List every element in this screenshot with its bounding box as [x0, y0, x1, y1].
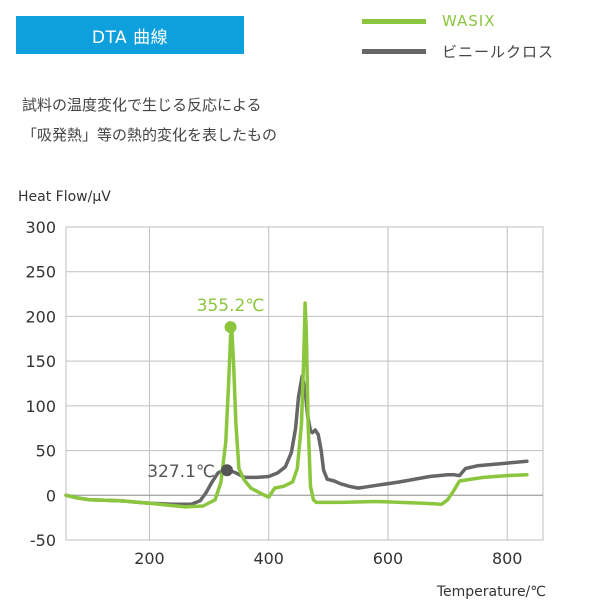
legend-swatch-wasix — [362, 18, 426, 24]
description: 試料の温度変化で生じる反応による 「吸発熱」等の熱的変化を表したもの — [22, 90, 277, 150]
description-line-2: 「吸発熱」等の熱的変化を表したもの — [22, 126, 278, 144]
y-tick-label: 100 — [25, 397, 56, 416]
peak-label: 355.2℃ — [197, 296, 265, 316]
description-line-1: 試料の温度変化で生じる反応による — [22, 96, 262, 114]
peak-marker — [220, 464, 233, 477]
plot-frame — [65, 226, 544, 541]
x-tick-label: 400 — [253, 549, 284, 568]
x-axis-title: Temperature/℃ — [436, 584, 546, 600]
x-tick-label: 800 — [492, 549, 523, 568]
y-tick-label: 0 — [46, 486, 56, 505]
x-tick-label: 200 — [134, 549, 165, 568]
legend-label-vinyl: ビニールクロス — [442, 42, 555, 61]
y-tick-label: -50 — [30, 531, 56, 550]
legend-item-wasix: WASIX — [362, 6, 554, 36]
y-axis-title: Heat Flow/μV — [18, 189, 111, 205]
x-tick-label: 600 — [373, 549, 404, 568]
y-tick-label: 300 — [25, 218, 56, 237]
peak-label: 327.1℃ — [147, 462, 215, 482]
y-tick-label: 50 — [36, 442, 56, 461]
legend-swatch-vinyl — [362, 48, 426, 54]
y-tick-label: 250 — [25, 263, 56, 282]
chart-title: DTA 曲線 — [16, 16, 244, 54]
peak-marker — [224, 321, 237, 334]
legend-item-vinyl: ビニールクロス — [362, 36, 554, 66]
legend-label-wasix: WASIX — [442, 12, 496, 30]
y-tick-label: 150 — [25, 352, 56, 371]
y-tick-label: 200 — [25, 307, 56, 326]
legend: WASIX ビニールクロス — [362, 6, 554, 66]
series-line-wasix — [64, 301, 529, 509]
